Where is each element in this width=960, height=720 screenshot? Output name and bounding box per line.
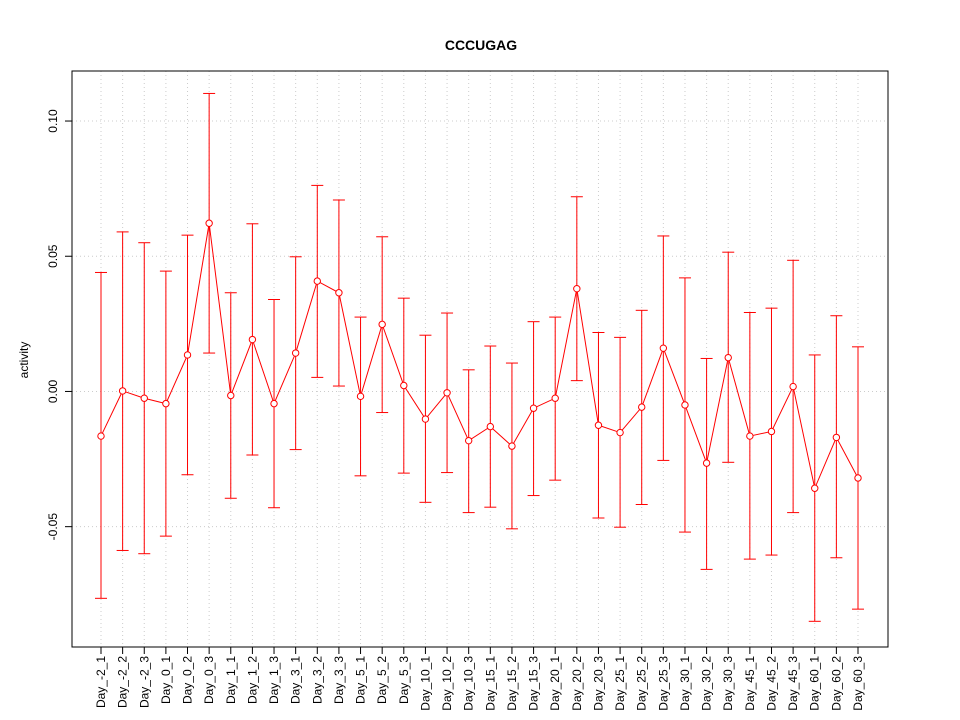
x-tick-label: Day_20_1 bbox=[548, 656, 562, 711]
data-point bbox=[205, 219, 213, 227]
data-point bbox=[529, 404, 538, 412]
x-tick-label: Day_45_2 bbox=[764, 656, 778, 711]
y-tick-label: 0.05 bbox=[46, 244, 60, 268]
data-point bbox=[421, 415, 430, 423]
x-tick-label: Day_-2_1 bbox=[94, 656, 108, 708]
x-tick-label: Day_0_2 bbox=[181, 656, 195, 704]
x-tick-label: Day_3_1 bbox=[289, 656, 303, 704]
data-point bbox=[335, 289, 343, 297]
x-tick-label: Day_1_2 bbox=[245, 656, 259, 704]
data-point bbox=[854, 474, 862, 482]
data-point bbox=[789, 382, 797, 391]
x-tick-label: Day_25_1 bbox=[613, 656, 627, 711]
y-tick-label: 0.00 bbox=[46, 379, 60, 403]
data-point bbox=[594, 421, 603, 429]
x-tick-label: Day_15_3 bbox=[527, 656, 541, 711]
data-point bbox=[638, 403, 646, 411]
x-tick-label: Day_10_3 bbox=[462, 656, 476, 711]
x-tick-label: Day_25_2 bbox=[635, 656, 649, 711]
axis-layer: -0.05 0.00 0.05 0.10 Day_-2_1 Day_-2_2 Day_-2_… bbox=[46, 109, 865, 711]
x-tick-label: Day_0_1 bbox=[159, 656, 173, 704]
data-point bbox=[400, 381, 408, 390]
x-tick-label: Day_60_3 bbox=[851, 656, 865, 711]
data-point bbox=[573, 284, 581, 293]
x-tick-label: Day_60_2 bbox=[829, 656, 843, 711]
data-point bbox=[681, 401, 689, 409]
x-tick-label: Day_10_2 bbox=[440, 656, 454, 711]
x-tick-label: Day_15_2 bbox=[505, 656, 519, 711]
x-tick-label: Day_60_1 bbox=[808, 656, 822, 711]
x-tick-label: Day_1_3 bbox=[267, 656, 281, 704]
data-point bbox=[291, 349, 300, 357]
data-point bbox=[356, 392, 365, 401]
data-point bbox=[508, 442, 516, 450]
x-tick-label: Day_15_1 bbox=[483, 656, 497, 711]
y-tick-label: 0.10 bbox=[46, 109, 60, 133]
data-point bbox=[486, 422, 495, 431]
data-point bbox=[248, 335, 257, 344]
x-tick-label: Day_5_2 bbox=[375, 656, 389, 704]
x-tick-label: Day_3_2 bbox=[310, 656, 324, 704]
x-tick-label: Day_25_3 bbox=[656, 656, 670, 711]
data-point bbox=[118, 387, 127, 395]
x-tick-label: Day_45_1 bbox=[743, 656, 757, 711]
data-point bbox=[227, 391, 235, 400]
x-tick-label: Day_1_1 bbox=[224, 656, 238, 704]
x-tick-label: Day_20_3 bbox=[591, 656, 605, 711]
x-tick-label: Day_5_3 bbox=[397, 656, 411, 704]
data-point bbox=[313, 277, 321, 285]
x-tick-label: Day_20_2 bbox=[570, 656, 584, 711]
data-point bbox=[183, 351, 192, 359]
data-point bbox=[832, 433, 841, 442]
x-tick-label: Day_10_1 bbox=[418, 656, 432, 711]
x-tick-label: Day_-2_3 bbox=[137, 656, 151, 708]
data-point bbox=[767, 427, 776, 436]
data-point bbox=[616, 428, 624, 437]
plot-frame bbox=[71, 70, 889, 648]
data-point bbox=[464, 436, 473, 445]
data-point bbox=[702, 459, 711, 467]
x-tick-label: Day_30_3 bbox=[721, 656, 735, 711]
data-point bbox=[659, 344, 668, 352]
x-tick-label: Day_-2_2 bbox=[116, 656, 130, 708]
y-tick-label: -0.05 bbox=[46, 513, 60, 541]
data-point bbox=[378, 320, 386, 329]
series-line bbox=[100, 223, 859, 490]
data-point bbox=[746, 432, 754, 440]
series-layer bbox=[95, 92, 864, 622]
data-point bbox=[443, 389, 451, 397]
data-point bbox=[140, 394, 148, 402]
data-point bbox=[724, 353, 732, 362]
y-axis-label: activity bbox=[17, 342, 31, 379]
chart-title: CCCUGAG bbox=[445, 37, 517, 53]
x-tick-label: Day_3_3 bbox=[332, 656, 346, 704]
x-tick-label: Day_0_3 bbox=[202, 656, 216, 704]
data-point bbox=[97, 432, 105, 440]
data-point bbox=[811, 484, 819, 492]
data-point bbox=[162, 399, 170, 408]
data-point bbox=[270, 399, 278, 408]
x-tick-label: Day_5_1 bbox=[354, 656, 368, 704]
x-tick-label: Day_45_3 bbox=[786, 656, 800, 711]
data-point bbox=[551, 394, 559, 402]
x-tick-label: Day_30_1 bbox=[678, 656, 692, 711]
x-tick-label: Day_30_2 bbox=[700, 656, 714, 711]
